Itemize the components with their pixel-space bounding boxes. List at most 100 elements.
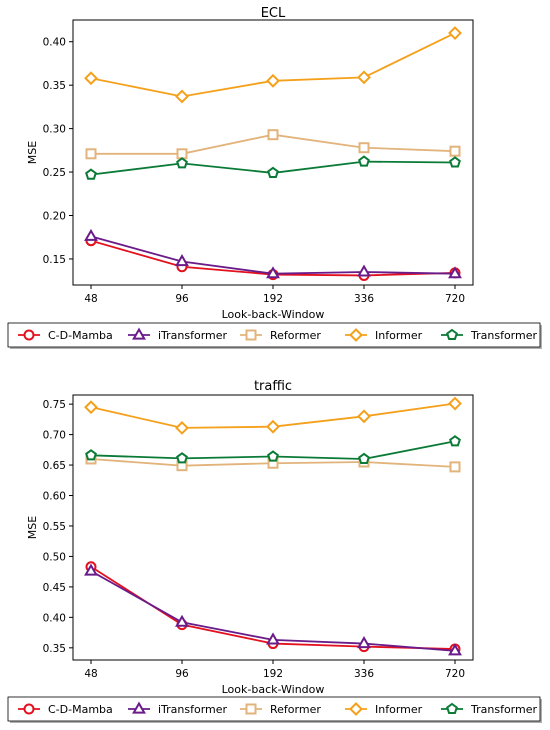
legend-label: Transformer xyxy=(470,329,537,342)
legend-item-itransformer: iTransformer xyxy=(128,327,228,342)
chart-ecl: ECL 0.15 0.20 0.25 0.30 0.35 0.40 48 96 192 336 720… xyxy=(7,6,542,349)
y-axis-label: MSE xyxy=(26,141,39,164)
x-tick-label: 96 xyxy=(175,293,189,305)
y-tick-label: 0.70 xyxy=(43,430,66,442)
data-point xyxy=(448,26,462,40)
data-point xyxy=(84,71,98,86)
legend-label: iTransformer xyxy=(158,703,228,716)
x-axis-label: Look-back-Window xyxy=(222,683,325,696)
data-point xyxy=(358,452,370,465)
y-axis-label: MSE xyxy=(26,516,39,539)
legend-item-reformer: Reformer xyxy=(240,703,321,716)
series-transformer xyxy=(85,435,461,465)
legend-item-c-d-mamba: C-D-Mamba xyxy=(18,329,113,342)
y-tick-label: 0.45 xyxy=(43,582,66,594)
data-point xyxy=(84,563,98,576)
legend-marker xyxy=(446,702,458,715)
data-point xyxy=(449,461,461,473)
series-informer xyxy=(84,26,462,104)
chart-traffic: traffic 0.35 0.40 0.45 0.50 0.55 0.60 0.65 0.70 0… xyxy=(7,379,542,723)
y-tick-label: 0.15 xyxy=(43,254,66,266)
data-point xyxy=(85,449,97,461)
data-point xyxy=(176,452,188,464)
legend-label: C-D-Mamba xyxy=(48,703,113,716)
x-tick-label: 48 xyxy=(84,293,97,305)
data-point xyxy=(357,636,371,649)
data-point xyxy=(357,409,371,424)
plot-frame xyxy=(72,394,474,661)
legend-item-itransformer: iTransformer xyxy=(128,701,228,716)
legend-item-transformer: Transformer xyxy=(441,328,537,342)
x-tick-label: 720 xyxy=(445,668,465,680)
series-itransformer xyxy=(84,563,462,656)
data-point xyxy=(176,148,188,160)
legend-marker xyxy=(245,329,257,341)
x-tick-label: 48 xyxy=(84,668,97,680)
legend-marker xyxy=(349,328,363,342)
legend-label: Informer xyxy=(375,703,423,716)
legend-marker xyxy=(245,703,257,715)
data-point xyxy=(85,148,97,160)
data-point xyxy=(175,254,189,267)
y-tick-label: 0.40 xyxy=(43,612,66,624)
data-point xyxy=(175,89,189,104)
legend-item-reformer: Reformer xyxy=(240,329,321,342)
chart-title: ECL xyxy=(261,6,286,21)
data-point xyxy=(357,264,371,277)
data-point xyxy=(175,614,189,627)
data-point xyxy=(267,129,279,141)
legend-marker xyxy=(446,328,458,341)
data-point xyxy=(358,155,370,167)
y-tick-label: 0.60 xyxy=(43,491,66,503)
series-itransformer xyxy=(84,228,462,279)
legend-item-informer: Informer xyxy=(345,702,423,716)
chart-title: traffic xyxy=(254,379,292,394)
data-point xyxy=(266,419,280,434)
x-tick-label: 336 xyxy=(354,668,374,680)
data-point xyxy=(266,73,280,88)
y-tick-label: 0.40 xyxy=(43,37,66,49)
legend-item-c-d-mamba: C-D-Mamba xyxy=(18,703,113,716)
legend-label: iTransformer xyxy=(158,329,228,342)
legend-item-informer: Informer xyxy=(345,328,423,342)
data-point xyxy=(358,142,370,154)
data-point xyxy=(176,157,188,169)
data-point xyxy=(267,166,279,178)
y-tick-label: 0.75 xyxy=(43,399,66,411)
y-tick-label: 0.55 xyxy=(43,521,66,533)
y-tick-label: 0.30 xyxy=(43,124,66,136)
legend-marker xyxy=(132,327,146,340)
data-point xyxy=(449,435,461,447)
series-reformer xyxy=(85,129,461,160)
x-tick-label: 96 xyxy=(175,668,189,680)
legend-item-transformer: Transformer xyxy=(441,702,537,716)
legend: C-D-Mamba iTransformer Reformer Informer Tra… xyxy=(7,322,542,349)
data-point xyxy=(449,145,461,157)
legend-marker xyxy=(23,703,35,715)
data-point xyxy=(448,396,462,411)
y-tick-label: 0.35 xyxy=(43,643,66,655)
y-tick-label: 0.50 xyxy=(43,551,66,563)
data-point xyxy=(449,156,461,168)
x-axis-label: Look-back-Window xyxy=(222,308,325,321)
legend-marker xyxy=(132,701,146,714)
data-point xyxy=(84,228,98,241)
x-tick-label: 720 xyxy=(445,293,465,305)
x-tick-label: 192 xyxy=(263,668,283,680)
data-point xyxy=(84,400,98,415)
series-informer xyxy=(84,396,462,435)
y-tick-label: 0.35 xyxy=(43,80,66,92)
data-point xyxy=(266,632,280,645)
data-point xyxy=(175,420,189,435)
legend-label: Reformer xyxy=(270,329,321,342)
plot-frame xyxy=(72,19,474,286)
data-point xyxy=(448,266,462,279)
data-point xyxy=(448,643,462,656)
x-tick-label: 336 xyxy=(354,293,374,305)
legend: C-D-Mamba iTransformer Reformer Informer Tra… xyxy=(7,696,542,723)
y-tick-label: 0.20 xyxy=(43,210,66,222)
legend-label: C-D-Mamba xyxy=(48,329,113,342)
x-tick-label: 192 xyxy=(263,293,283,305)
legend-label: Reformer xyxy=(270,703,321,716)
